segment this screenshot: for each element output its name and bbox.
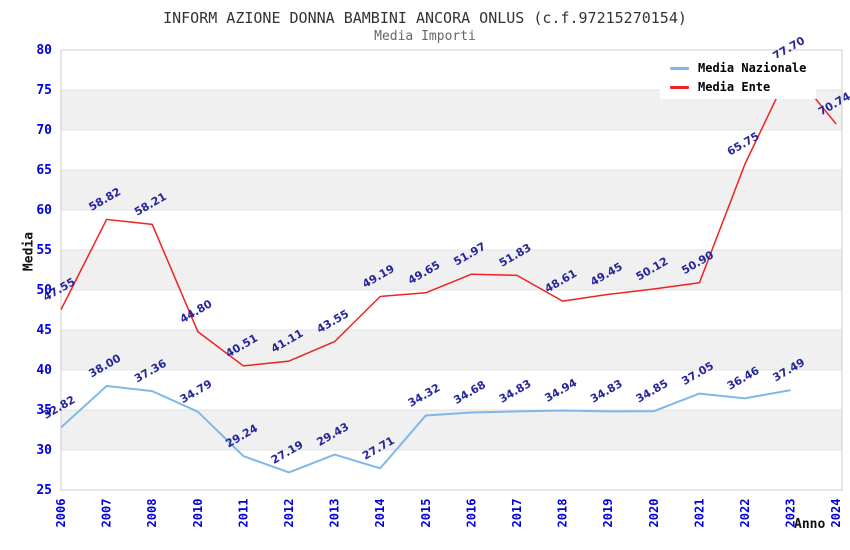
y-tick-label: 70	[36, 123, 52, 138]
data-label-nazionale: 34.68	[451, 378, 488, 407]
x-tick-label: 2006	[54, 499, 68, 528]
data-label-ente: 44.80	[178, 297, 215, 326]
plot-band	[61, 330, 842, 370]
x-tick-label: 2019	[601, 499, 615, 528]
y-tick-label: 55	[36, 243, 52, 258]
y-axis-title: Media	[21, 231, 37, 272]
y-tick-label: 45	[36, 323, 52, 338]
data-label-nazionale: 34.85	[634, 377, 671, 406]
legend-item-media-ente[interactable]: Media Ente	[670, 80, 806, 94]
plot-band	[61, 250, 842, 290]
x-tick-label: 2016	[464, 499, 478, 528]
data-label-nazionale: 34.83	[497, 377, 534, 406]
legend-item-media-nazionale[interactable]: Media Nazionale	[670, 61, 806, 75]
y-tick-label: 65	[36, 163, 52, 178]
legend-label-nazionale: Media Nazionale	[698, 61, 807, 75]
x-tick-label: 2012	[282, 499, 296, 528]
legend: Media Nazionale Media Ente	[660, 58, 817, 99]
y-tick-label: 40	[36, 363, 52, 378]
y-tick-label: 30	[36, 443, 52, 458]
chart-subtitle: Media Importi	[374, 29, 476, 44]
series-line-ente	[60, 67, 837, 367]
x-axis-title: Anno	[794, 517, 826, 532]
plot-border	[60, 49, 843, 491]
legend-label-ente: Media Ente	[698, 80, 771, 94]
x-tick-label: 2013	[328, 499, 342, 528]
x-tick-label: 2020	[647, 499, 661, 528]
y-tick-label: 75	[36, 83, 52, 98]
chart-title: INFORM AZIONE DONNA BAMBINI ANCORA ONLUS…	[163, 9, 687, 27]
x-tick-label: 2007	[100, 499, 114, 528]
x-tick-label: 2017	[510, 499, 524, 528]
data-label-nazionale: 34.79	[178, 377, 215, 406]
x-tick-label: 2011	[236, 499, 250, 528]
y-tick-label: 25	[36, 483, 52, 498]
x-tick-label: 2015	[419, 499, 433, 528]
data-label-nazionale: 34.83	[588, 377, 625, 406]
plot-band	[61, 170, 842, 210]
y-tick-label: 60	[36, 203, 52, 218]
x-tick-label: 2021	[692, 499, 706, 528]
x-tick-label: 2023	[784, 499, 798, 528]
y-tick-label: 80	[36, 43, 52, 58]
x-tick-label: 2014	[373, 499, 387, 528]
x-tick-label: 2024	[829, 499, 843, 528]
ente-line-swatch-icon	[670, 85, 689, 89]
data-label-ente: 65.75	[725, 130, 762, 159]
plot-band	[61, 410, 842, 450]
series-line-nazionale	[60, 385, 791, 474]
y-tick-label: 50	[36, 283, 52, 298]
x-tick-label: 2022	[738, 499, 752, 528]
x-tick-label: 2010	[191, 499, 205, 528]
y-tick-label: 35	[36, 403, 52, 418]
data-label-nazionale: 34.32	[406, 381, 443, 410]
data-label-nazionale: 34.94	[543, 376, 580, 405]
nazionale-line-swatch-icon	[670, 66, 689, 70]
x-tick-label: 2008	[145, 499, 159, 528]
x-tick-label: 2018	[556, 499, 570, 528]
